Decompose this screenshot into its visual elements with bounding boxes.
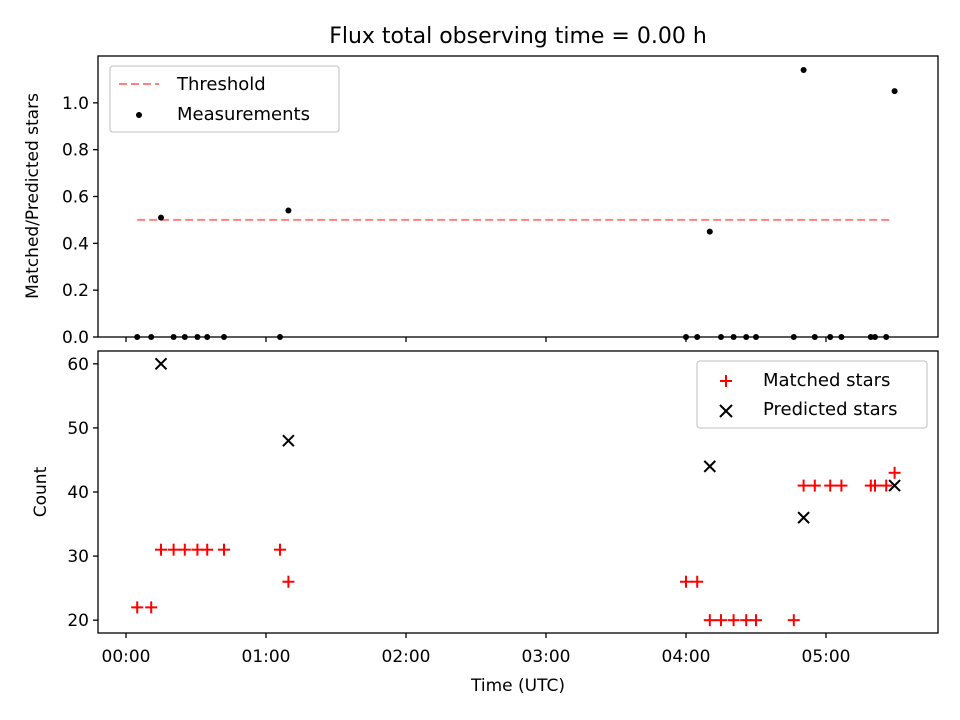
chart-title: Flux total observing time = 0.00 h [329, 24, 707, 49]
legend-measurements-swatch [136, 112, 142, 118]
matched-star-point [869, 479, 881, 492]
matched-star-point [155, 543, 167, 556]
predicted-star-point [282, 434, 295, 447]
x-tick-label: 04:00 [662, 647, 711, 667]
predicted-star-point [154, 357, 168, 371]
legend-matched-label: Matched stars [763, 370, 890, 391]
matched-star-point [880, 479, 893, 492]
measurement-point [800, 67, 807, 74]
top-panel: 0.0 0.2 0.4 0.6 0.8 1.0 Matched/Predicted sta… [23, 55, 939, 348]
legend-threshold-label: Threshold [176, 74, 266, 95]
legend-predicted-swatch [719, 404, 733, 418]
bottom-y-ticks: 20 30 40 50 60 [67, 355, 98, 631]
predicted-star-point [797, 511, 810, 524]
matched-star-point [167, 543, 180, 556]
bottom-y-axis-label: Count [31, 466, 51, 517]
matched-star-point [824, 479, 837, 492]
bottom-x-ticks: 00:00 01:00 02:00 03:00 04:00 05:00 [102, 633, 851, 667]
x-tick-label: 05:00 [802, 647, 851, 667]
matched-star-point [888, 466, 901, 479]
bottom-y-tick-label: 60 [67, 355, 89, 375]
top-y-ticks: 0.0 0.2 0.4 0.6 0.8 1.0 [62, 94, 98, 348]
matched-star-point [680, 575, 692, 588]
bottom-y-tick-label: 40 [67, 483, 89, 503]
matched-star-point [727, 614, 740, 627]
bottom-legend-box [696, 360, 928, 429]
top-legend: Threshold Measurements [109, 65, 340, 133]
legend-measurements-label: Measurements [177, 104, 310, 125]
x-tick-label: 01:00 [242, 647, 291, 667]
bottom-y-tick-label: 30 [67, 547, 89, 567]
bottom-legend: Matched stars Predicted stars [696, 360, 928, 429]
measurement-point [706, 228, 713, 235]
matched-star-point [797, 479, 810, 492]
x-axis-label: Time (UTC) [470, 676, 565, 696]
matched-star-point [808, 479, 821, 492]
matched-star-point [282, 575, 295, 588]
x-tick-label: 03:00 [522, 647, 571, 667]
matched-star-point [131, 601, 144, 614]
matched-star-point [703, 614, 716, 627]
top-y-tick-label: 1.0 [62, 94, 89, 114]
matched-star-point [835, 479, 848, 492]
top-y-axis-label: Matched/Predicted stars [23, 93, 43, 299]
matched-star-point [218, 543, 230, 556]
top-y-tick-label: 0.6 [62, 188, 89, 208]
top-x-ticks [125, 337, 827, 342]
bottom-y-tick-label: 50 [67, 419, 89, 439]
top-y-tick-label: 0.0 [62, 328, 89, 348]
matched-star-point [178, 543, 191, 556]
top-y-tick-label: 0.8 [62, 141, 89, 161]
legend-predicted-label: Predicted stars [763, 399, 897, 420]
predicted-star-point [703, 460, 717, 473]
measurement-point [891, 88, 898, 95]
matched-star-point [274, 543, 286, 556]
matched-star-point [201, 543, 214, 556]
bottom-plot-area [131, 357, 901, 627]
measurement-point [158, 214, 164, 221]
top-y-tick-label: 0.2 [62, 281, 89, 301]
x-tick-label: 00:00 [102, 647, 151, 667]
legend-matched-swatch [720, 375, 732, 387]
matched-star-point [691, 575, 704, 588]
matched-star-point [145, 601, 158, 614]
bottom-panel: 20 30 40 50 60 00:00 01:00 02:00 03:00 04:00 05:0… [31, 350, 939, 696]
predicted-star-point [888, 479, 901, 492]
x-tick-label: 02:00 [382, 647, 431, 667]
top-legend-box [109, 65, 340, 133]
matched-star-point [715, 614, 727, 627]
matched-star-point [787, 614, 800, 627]
measurement-point [285, 207, 292, 214]
matched-star-point [750, 614, 762, 627]
bottom-y-tick-label: 20 [67, 611, 89, 631]
top-y-tick-label: 0.4 [62, 234, 89, 254]
